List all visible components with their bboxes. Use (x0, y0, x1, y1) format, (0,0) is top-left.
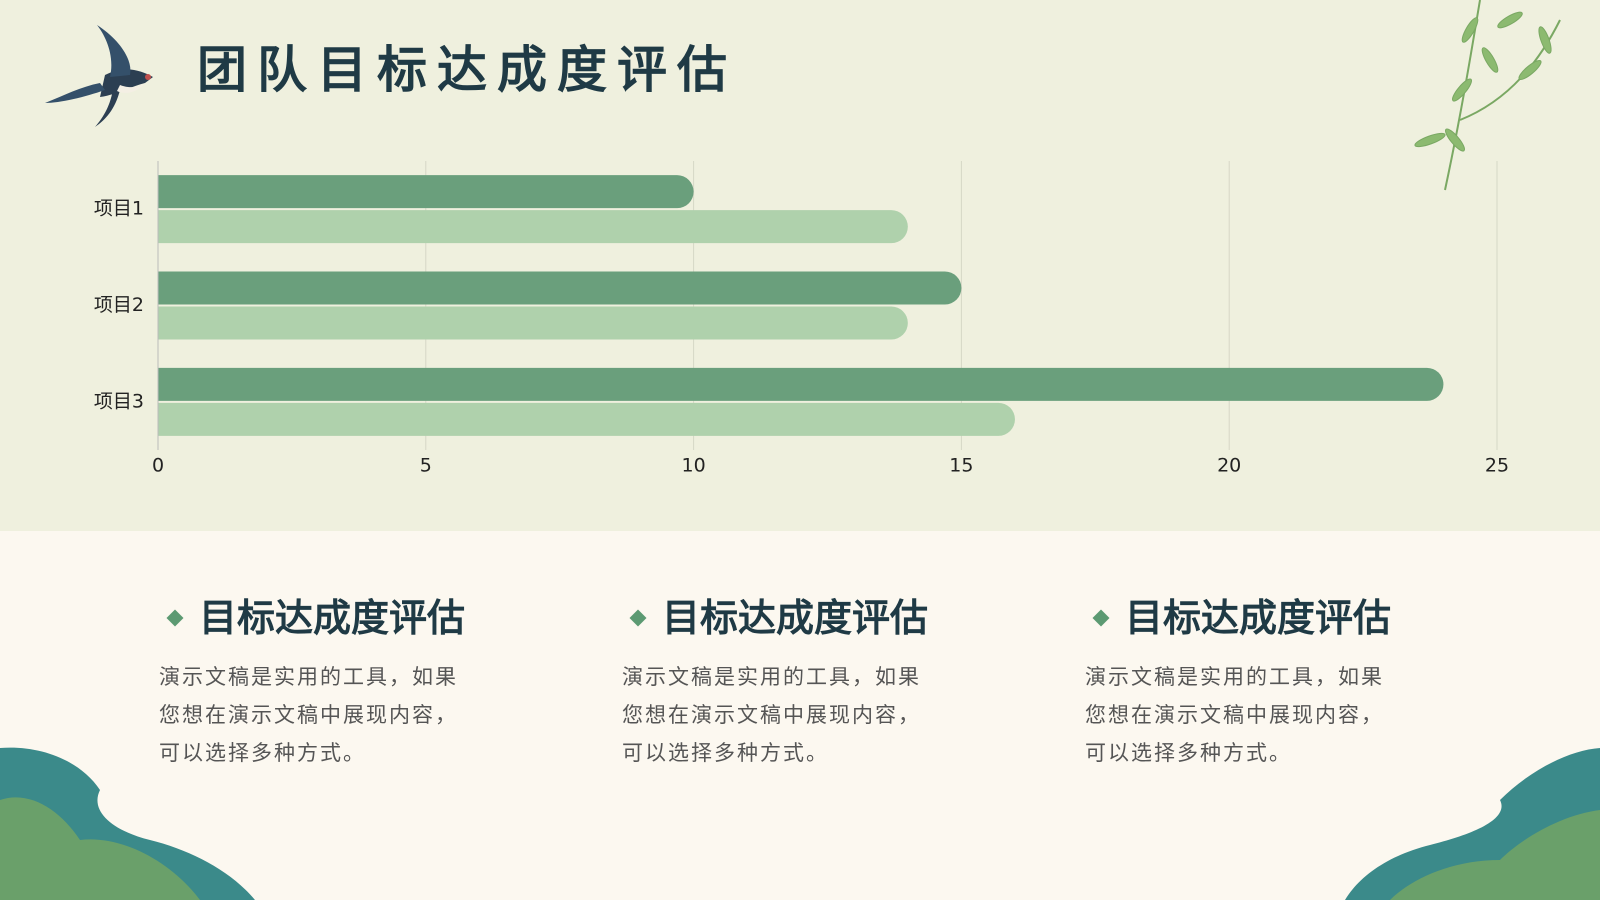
x-tick-label: 20 (1217, 455, 1241, 477)
x-tick-label: 5 (420, 455, 432, 477)
bar (158, 210, 908, 244)
y-tick-label: 项目2 (94, 294, 144, 316)
card-heading: 目标达成度评估 (1125, 590, 1465, 646)
text-line: 演示文稿是实用的工具，如果 (159, 665, 458, 689)
mountain-right-front (1390, 810, 1600, 900)
bar (158, 402, 1015, 436)
mountain-left-front (0, 797, 200, 900)
text-line: 演示文稿是实用的工具，如果 (1085, 665, 1384, 689)
x-tick-label: 15 (949, 455, 973, 477)
bar (158, 367, 1444, 401)
card-text: 演示文稿是实用的工具，如果 您想在演示文稿中展现内容， 可以选择多种方式。 (1085, 658, 1465, 772)
text-line: 演示文稿是实用的工具，如果 (622, 665, 921, 689)
card: 目标达成度评估 演示文稿是实用的工具，如果 您想在演示文稿中展现内容， 可以选择多种… (622, 590, 1002, 772)
card: 目标达成度评估 演示文稿是实用的工具，如果 您想在演示文稿中展现内容， 可以选择多种… (1085, 590, 1465, 772)
card-text: 演示文稿是实用的工具，如果 您想在演示文稿中展现内容， 可以选择多种方式。 (159, 658, 539, 772)
card-heading: 目标达成度评估 (199, 590, 539, 646)
x-tick-label: 10 (682, 455, 706, 477)
y-tick-label: 项目3 (94, 390, 144, 412)
card-text: 演示文稿是实用的工具，如果 您想在演示文稿中展现内容， 可以选择多种方式。 (622, 658, 1002, 772)
x-tick-label: 0 (152, 455, 164, 477)
text-line: 可以选择多种方式。 (159, 741, 366, 765)
text-line: 您想在演示文稿中展现内容， (159, 703, 458, 727)
card-heading: 目标达成度评估 (662, 590, 1002, 646)
text-line: 可以选择多种方式。 (622, 741, 829, 765)
swallow (45, 25, 153, 127)
bar (158, 306, 908, 340)
willow (1414, 0, 1561, 191)
card: 目标达成度评估 演示文稿是实用的工具，如果 您想在演示文稿中展现内容， 可以选择多种… (159, 590, 539, 772)
x-tick-label: 25 (1485, 455, 1509, 477)
bar (158, 271, 962, 305)
chart: 团队目标达成度评估 0 5 10 15 20 25 项目1 项目2 项目3 (94, 40, 1509, 477)
y-tick-label: 项目1 (94, 198, 144, 220)
text-line: 可以选择多种方式。 (1085, 741, 1292, 765)
bar (158, 175, 694, 209)
text-line: 您想在演示文稿中展现内容， (622, 703, 921, 727)
text-line: 您想在演示文稿中展现内容， (1085, 703, 1384, 727)
slide-title: 团队目标达成度评估 (197, 40, 737, 99)
